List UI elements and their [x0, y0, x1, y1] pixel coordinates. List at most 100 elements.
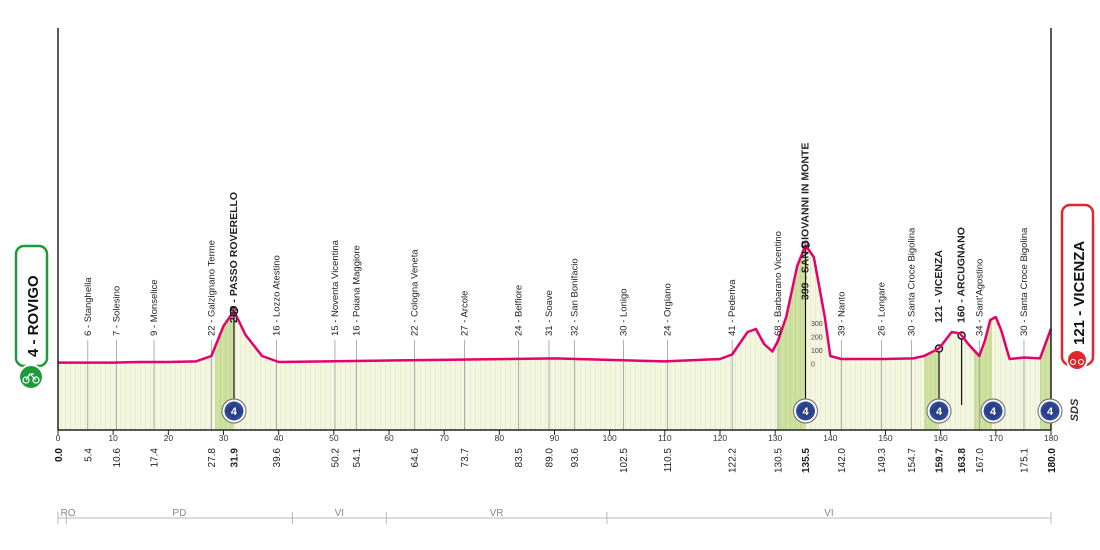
x-tick-label: 10 [108, 433, 118, 443]
start-wheel [32, 376, 40, 384]
km-marker-label: 102.5 [619, 448, 630, 473]
x-tick-label: 110 [658, 433, 672, 443]
location-label: 68 - Barbarano Vicentino [773, 231, 784, 336]
km-marker-label: 83.5 [514, 448, 525, 468]
finish-wheel [1077, 358, 1085, 366]
x-tick-label: 80 [495, 433, 505, 443]
km-marker-label: 31.9 [229, 448, 240, 468]
finish-marker: 121 - VICENZA [1060, 203, 1095, 371]
km-marker-label: 93.6 [570, 448, 581, 468]
province-label: RO [61, 508, 76, 519]
start-wheel [22, 376, 30, 384]
km-marker-label: 159.7 [935, 448, 946, 473]
location-label: 6 - Stanghella [83, 277, 94, 336]
climb-category-badge: 4 [221, 398, 247, 424]
location-label: 9 - Monselice [149, 280, 160, 337]
climb-category-badge: 4 [1037, 398, 1063, 424]
badge-diamond [930, 402, 949, 420]
km-marker-label: 73.7 [460, 448, 471, 468]
climb-category-badge: 4 [980, 398, 1006, 424]
location-label: 16 - Poiana Maggiore [351, 245, 362, 336]
km-marker-label: 54.1 [352, 448, 363, 468]
km-marker-label: 149.3 [877, 448, 888, 473]
location-label: 7 - Solesino [111, 286, 122, 336]
badge-diamond [224, 402, 243, 420]
badge-category-label: 4 [802, 406, 809, 418]
km-marker-label: 64.6 [410, 448, 421, 468]
location-label: 22 - Cologna Veneta [409, 249, 420, 336]
badge-category-label: 4 [990, 406, 997, 418]
location-label: 26 - Longare [877, 282, 888, 336]
elevation-scale-label: 0 [811, 362, 815, 369]
badge-category-label: 4 [231, 406, 238, 418]
km-marker-label: 17.4 [149, 448, 160, 468]
climb-category-badge: 4 [926, 398, 952, 424]
elevation-scale-label: 100 [811, 348, 823, 355]
location-label: 41 - Pederiva [727, 279, 738, 336]
elevation-scale-label: 300 [811, 321, 823, 328]
x-tick-label: 90 [550, 433, 560, 443]
km-marker-label: 180.0 [1047, 448, 1058, 473]
climb-label: 269 - PASSO ROVERELLO [228, 192, 240, 323]
x-tick-label: 180 [1044, 433, 1058, 443]
km-marker-label: 142.0 [837, 448, 848, 473]
location-label: 16 - Lozzo Atestino [271, 255, 282, 336]
finish-cyclist-icon [1066, 349, 1088, 371]
km-marker-label: 154.7 [907, 448, 918, 473]
x-tick-label: 120 [713, 433, 727, 443]
climb-category-badge: 4 [792, 398, 819, 424]
location-label: 34 - Sant'Agostino [974, 259, 985, 336]
badge-category-label: 4 [936, 406, 943, 418]
sds-logo: SDS [1069, 398, 1081, 421]
climb-segment-hatch [777, 245, 806, 430]
km-marker-label: 5.4 [83, 448, 94, 462]
x-axis: 0 10 20 30 40 50 60 70 80 90 100 110 120 130 140 150 160… [56, 28, 1058, 443]
start-marker: 4 - ROVIGO [14, 244, 49, 390]
badge-category-label: 4 [1047, 406, 1054, 418]
km-marker-label: 27.8 [207, 448, 218, 468]
location-label: 30 - Lonigo [618, 288, 629, 336]
x-tick-label: 160 [934, 433, 948, 443]
climb-label: 399 - SAN GIOVANNI IN MONTE [800, 143, 812, 300]
province-label: VI [335, 508, 344, 519]
km-marker-label: 122.2 [728, 448, 739, 473]
start-finish-markers: 4 - ROVIGO 121 - VICENZA [14, 203, 1095, 390]
x-tick-label: 130 [768, 433, 782, 443]
x-tick-label: 100 [603, 433, 617, 443]
km-marker-label: 110.5 [663, 448, 674, 473]
location-label: 30 - Santa Croce Bigolina [1019, 227, 1030, 336]
km-marker-label: 10.6 [112, 448, 123, 468]
km-marker-label: 0.0 [54, 448, 65, 462]
km-marker-label: 39.6 [272, 448, 283, 468]
x-tick-label: 140 [823, 433, 837, 443]
x-tick-label: 60 [384, 433, 394, 443]
km-marker-label: 175.1 [1019, 448, 1030, 473]
badge-diamond [796, 402, 815, 420]
badge-diamond [984, 402, 1003, 420]
km-marker-label: 135.5 [801, 448, 812, 473]
x-tick-label: 170 [989, 433, 1003, 443]
elevation-scale-label: 200 [811, 335, 823, 342]
badge-diamond [1041, 402, 1059, 420]
province-strip: RO PD VI VR VI [57, 508, 1052, 524]
start-label: 4 - ROVIGO [25, 275, 42, 357]
km-marker-label: 167.0 [975, 448, 986, 473]
location-label: 39 - Nanto [836, 292, 847, 336]
location-guides [87, 241, 1025, 430]
x-tick-label: 40 [274, 433, 284, 443]
location-label: 30 - Santa Croce Bigolina [906, 227, 917, 336]
x-tick-label: 150 [878, 433, 892, 443]
km-marker-label: 50.2 [330, 448, 341, 468]
km-marker-label: 130.5 [773, 448, 784, 473]
start-frame [25, 373, 37, 381]
location-label: 15 - Noventa Vicentina [330, 239, 341, 336]
x-tick-label: 20 [164, 433, 174, 443]
province-label: VI [824, 508, 833, 519]
location-label: 27 - Arcole [460, 291, 471, 336]
finish-wheel [1069, 358, 1077, 366]
x-tick-label: 50 [329, 433, 339, 443]
location-label: 24 - Orgiano [663, 283, 674, 336]
climb-badges: 4 4 4 4 4 SDS [221, 398, 1081, 424]
km-marker-labels: 0.0 5.4 10.6 17.4 27.8 31.9 39.6 50.2 54.1 64.6 73… [54, 448, 1058, 473]
